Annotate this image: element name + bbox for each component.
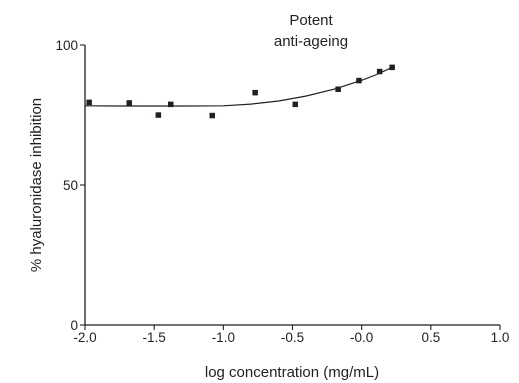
x-tick-label: 1.0 (491, 330, 510, 345)
data-point (209, 112, 215, 119)
data-point (126, 100, 132, 106)
x-tick-label: -1.5 (143, 330, 166, 345)
x-tick-label: -0.0 (350, 330, 373, 345)
y-tick-label: 50 (63, 178, 78, 193)
axes (84, 45, 500, 326)
data-point (356, 77, 362, 84)
x-axis-title: log concentration (mg/mL) (205, 364, 379, 381)
y-tick-label: 100 (55, 38, 78, 53)
data-point (292, 101, 298, 108)
x-tick-label: -1.0 (212, 330, 235, 345)
annotation-line-2: anti-ageing (274, 33, 348, 50)
data-point (389, 64, 395, 71)
y-axis-title: % hyaluronidase inhibition (28, 98, 45, 272)
data-points (86, 64, 395, 119)
annotation-line-1: Potent (289, 12, 333, 29)
data-point (86, 99, 92, 106)
x-tick-label: -2.0 (73, 330, 96, 345)
y-tick-label: 0 (70, 318, 78, 333)
ticks: -2.0 -1.5 -1.0 -0.5 -0.0 0.5 1.0 0 50 100 (55, 38, 509, 345)
x-tick-label: -0.5 (281, 330, 304, 345)
data-point (376, 68, 383, 75)
fit-curve (84, 66, 393, 107)
data-point (335, 86, 341, 92)
data-point (252, 89, 258, 96)
data-point (168, 101, 174, 108)
x-tick-label: 0.5 (421, 330, 440, 345)
data-point (155, 112, 162, 118)
